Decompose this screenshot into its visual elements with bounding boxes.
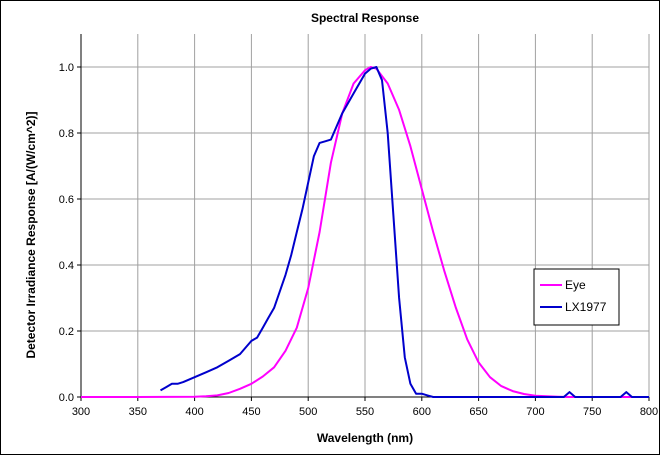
x-tick-label: 600 (413, 406, 431, 418)
x-tick-label: 350 (129, 406, 147, 418)
chart-title: Spectral Response (311, 11, 419, 25)
x-tick-label: 550 (356, 406, 374, 418)
y-tick-label: 0.2 (59, 326, 74, 338)
x-tick-label: 500 (299, 406, 317, 418)
series-line-lx1977 (159, 66, 649, 398)
x-tick-label: 750 (583, 406, 601, 418)
y-tick-label: 1.0 (59, 62, 74, 74)
plot-area: 0.0 0.2 0.4 0.6 0.8 1.0 300 350 400 450 500 550 600 6… (59, 34, 658, 418)
y-tick-label: 0.8 (59, 128, 74, 140)
x-axis-title: Wavelength (nm) (317, 431, 413, 445)
x-tick-label: 800 (640, 406, 658, 418)
legend-label-lx1977: LX1977 (565, 300, 607, 314)
x-tick-label: 650 (469, 406, 487, 418)
x-tick-label: 300 (72, 406, 90, 418)
y-tick-label: 0.0 (59, 392, 74, 404)
y-axis-title: Detector Irradiance Response [A/(W/cm^2)… (24, 111, 38, 358)
legend-label-eye: Eye (565, 278, 586, 292)
x-tick-label: 700 (526, 406, 544, 418)
legend: Eye LX1977 (533, 268, 620, 326)
y-tick-label: 0.6 (59, 194, 74, 206)
y-tick-label: 0.4 (59, 260, 74, 272)
x-tick-label: 450 (242, 406, 260, 418)
x-tick-label: 400 (185, 406, 203, 418)
legend-box (533, 268, 620, 326)
